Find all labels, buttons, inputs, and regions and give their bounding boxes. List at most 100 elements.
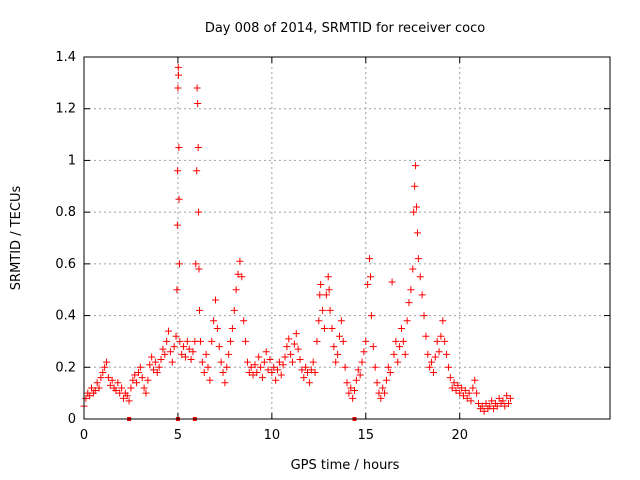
- data-point: [407, 286, 415, 294]
- plot-frame: [83, 56, 611, 420]
- x-tick-label: 15: [358, 428, 375, 443]
- data-point: [221, 379, 229, 387]
- data-point: [163, 337, 171, 345]
- data-point: [325, 286, 333, 294]
- data-point: [195, 265, 203, 273]
- y-tick-label: 0.6: [55, 257, 76, 272]
- data-point: [181, 353, 189, 361]
- data-point: [290, 340, 298, 348]
- data-point: [227, 337, 235, 345]
- data-point: [418, 291, 426, 299]
- data-point: [433, 337, 441, 345]
- data-point: [225, 350, 233, 358]
- data-point: [260, 358, 268, 366]
- data-point: [486, 402, 494, 410]
- data-point: [392, 337, 400, 345]
- data-point: [103, 358, 111, 366]
- data-point: [437, 332, 445, 340]
- chart-title: Day 008 of 2014, SRMTID for receiver coc…: [205, 21, 485, 36]
- data-point: [194, 144, 202, 151]
- data-point: [450, 379, 458, 387]
- data-point: [253, 368, 261, 376]
- data-point: [196, 306, 204, 314]
- data-point: [358, 358, 366, 366]
- data-point: [373, 379, 381, 387]
- data-point: [341, 363, 349, 371]
- data-point: [192, 260, 200, 268]
- data-point: [157, 356, 165, 364]
- data-point: [262, 348, 270, 356]
- data-point: [422, 332, 430, 340]
- data-point: [266, 356, 274, 364]
- data-point: [219, 368, 227, 376]
- data-point: [170, 343, 178, 351]
- data-point: [362, 337, 370, 345]
- data-point: [403, 317, 411, 325]
- data-point: [429, 368, 437, 376]
- data-point: [424, 350, 432, 358]
- data-point: [413, 203, 421, 211]
- data-point: [456, 389, 464, 397]
- data-point: [175, 144, 183, 151]
- data-point: [142, 389, 150, 397]
- data-point: [289, 358, 297, 366]
- data-point: [379, 384, 387, 392]
- data-point: [228, 325, 236, 332]
- data-point: [245, 368, 253, 376]
- data-point: [416, 273, 424, 281]
- data-point: [268, 368, 276, 376]
- data-point: [435, 348, 443, 356]
- data-point: [304, 368, 312, 376]
- data-point: [382, 376, 390, 384]
- x-tick-label: 5: [174, 428, 182, 443]
- data-point: [213, 325, 221, 332]
- data-point: [257, 363, 265, 371]
- data-point: [397, 325, 405, 332]
- y-tick-label: 0.2: [55, 360, 76, 375]
- data-point: [444, 363, 452, 371]
- data-point: [255, 353, 263, 361]
- data-point: [463, 394, 471, 402]
- data-point: [258, 374, 266, 382]
- data-point: [330, 343, 338, 351]
- y-tick-label: 1.2: [55, 102, 76, 117]
- data-point: [159, 345, 167, 353]
- y-tick-labels: 0 0.2 0.4 0.6 0.8 1 1.2 1.4: [55, 50, 76, 427]
- data-point: [180, 343, 188, 351]
- data-point: [493, 402, 501, 410]
- data-point: [243, 358, 251, 366]
- y-tick-label: 1: [68, 153, 76, 168]
- data-point: [369, 343, 377, 351]
- data-point: [313, 337, 321, 345]
- data-point: [360, 348, 368, 356]
- data-point: [302, 363, 310, 371]
- data-point: [183, 337, 191, 345]
- data-point: [223, 363, 231, 371]
- y-axis-label: SRMTID / TECUs: [9, 186, 24, 291]
- x-tick-label: 10: [264, 428, 281, 443]
- data-point: [482, 399, 490, 407]
- data-point: [104, 374, 112, 382]
- data-point: [240, 317, 248, 325]
- data-point: [193, 167, 201, 175]
- data-point: [285, 335, 293, 343]
- data-point: [478, 402, 486, 410]
- data-point: [150, 366, 158, 374]
- data-point: [175, 260, 183, 268]
- data-point: [401, 350, 409, 358]
- data-point: [414, 255, 422, 263]
- data-point: [446, 374, 454, 382]
- data-point: [173, 286, 181, 294]
- data-point: [210, 317, 218, 325]
- data-point: [272, 376, 280, 384]
- data-point: [198, 358, 206, 366]
- data-point: [174, 63, 182, 71]
- data-point: [396, 343, 404, 351]
- data-point: [195, 208, 203, 216]
- data-point: [270, 363, 278, 371]
- data-point: [202, 350, 210, 358]
- data-point: [193, 84, 201, 92]
- data-point: [176, 337, 184, 345]
- grid: [84, 57, 610, 419]
- data-point: [275, 358, 283, 366]
